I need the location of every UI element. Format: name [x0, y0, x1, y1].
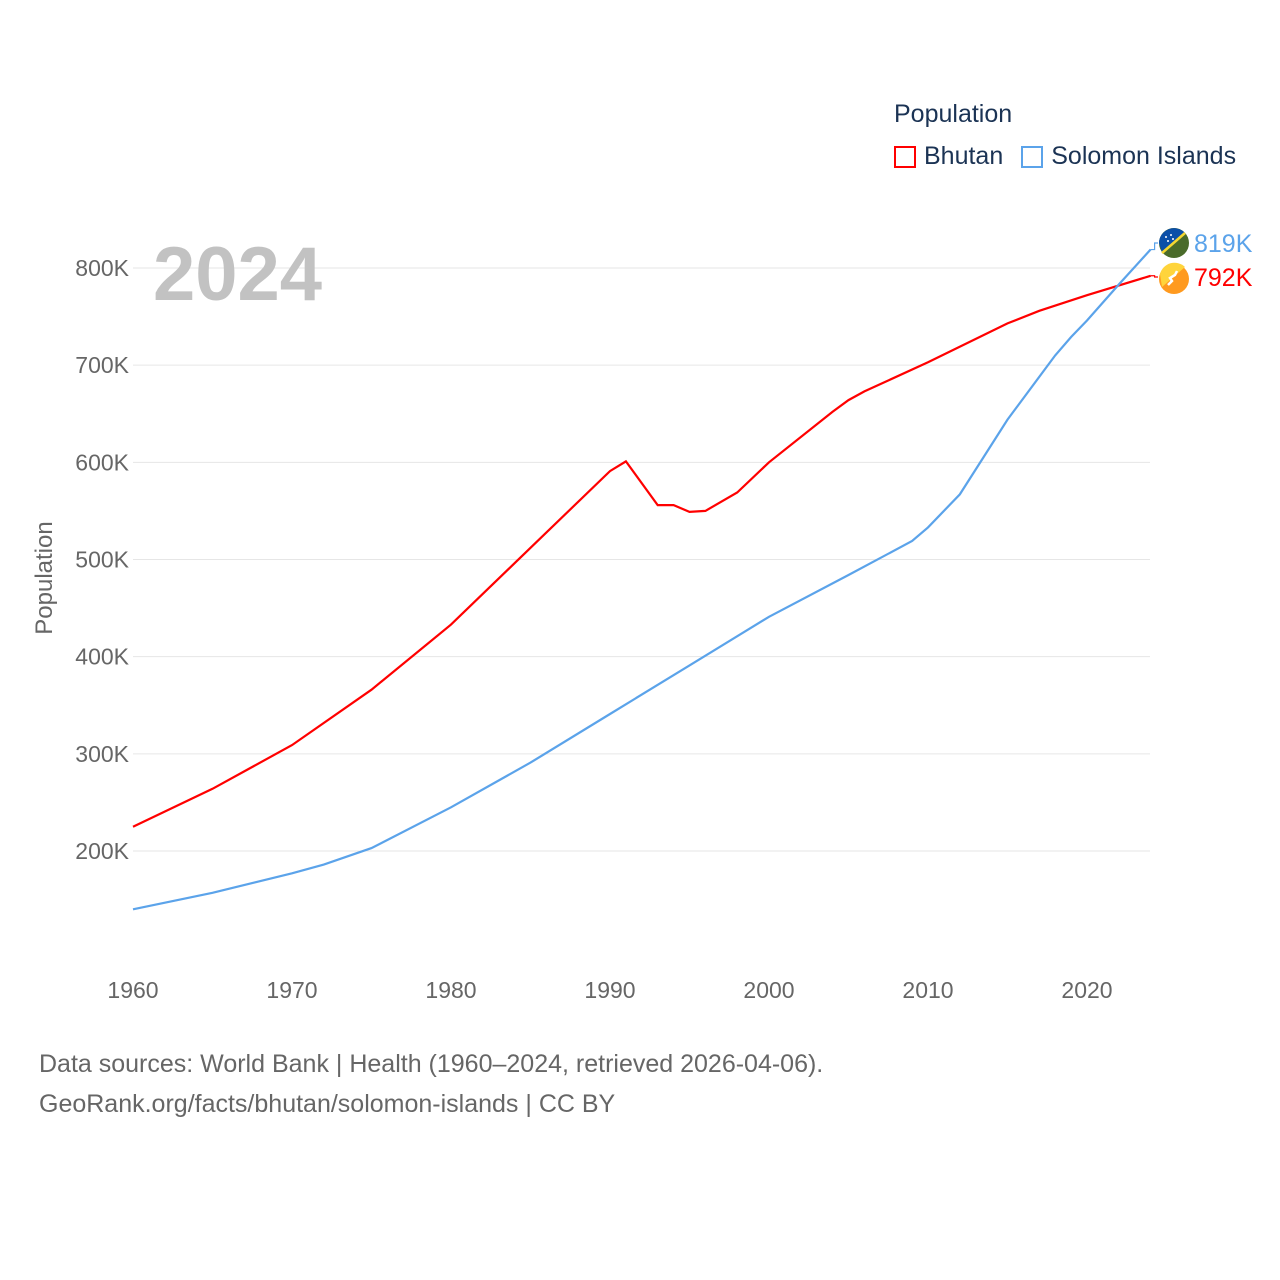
data-sources: Data sources: World Bank | Health (1960–… [39, 1050, 824, 1078]
end-connector [1150, 275, 1158, 278]
y-tick-label: 800K [75, 255, 129, 281]
x-tick-label: 1990 [584, 977, 635, 1003]
legend-title: Population [894, 100, 1013, 128]
y-tick-label: 200K [75, 838, 129, 864]
source-link[interactable]: GeoRank.org/facts/bhutan/solomon-islands… [39, 1090, 616, 1118]
end-value-label-solomon-islands: 819K [1194, 230, 1253, 258]
footer: Data sources: World Bank | Health (1960–… [39, 1044, 823, 1124]
x-tick-label: 2020 [1061, 977, 1112, 1003]
legend-label-bhutan: Bhutan [924, 142, 1004, 170]
y-tick-label: 500K [75, 547, 129, 573]
y-axis-label: Population [31, 521, 58, 634]
y-tick-label: 300K [75, 741, 129, 767]
x-tick-label: 1970 [266, 977, 317, 1003]
year-label: 2024 [153, 232, 322, 317]
legend-swatch-solomon-islands [1021, 145, 1044, 168]
y-tick-label: 700K [75, 352, 129, 378]
legend-label-solomon-islands: Solomon Islands [1051, 142, 1237, 170]
legend-item-bhutan[interactable]: Bhutan [894, 142, 1003, 171]
bhutan-flag-icon [1159, 262, 1189, 294]
x-tick-label: 2010 [902, 977, 953, 1003]
x-tick-label: 2000 [743, 977, 794, 1003]
legend: Bhutan Solomon Islands [894, 142, 1254, 171]
x-tick-label: 1960 [107, 977, 158, 1003]
x-tick-label: 1980 [425, 977, 476, 1003]
solomon-islands-flag-icon [1159, 228, 1189, 258]
y-tick-label: 400K [75, 644, 129, 670]
series-line-solomon-islands [132, 248, 1152, 911]
series-line-bhutan [132, 274, 1151, 828]
end-value-label-bhutan: 792K [1194, 264, 1253, 292]
legend-swatch-bhutan [894, 145, 916, 168]
legend-item-solomon-islands[interactable]: Solomon Islands [1021, 142, 1236, 171]
end-connector [1150, 242, 1158, 251]
y-tick-label: 600K [75, 449, 129, 475]
